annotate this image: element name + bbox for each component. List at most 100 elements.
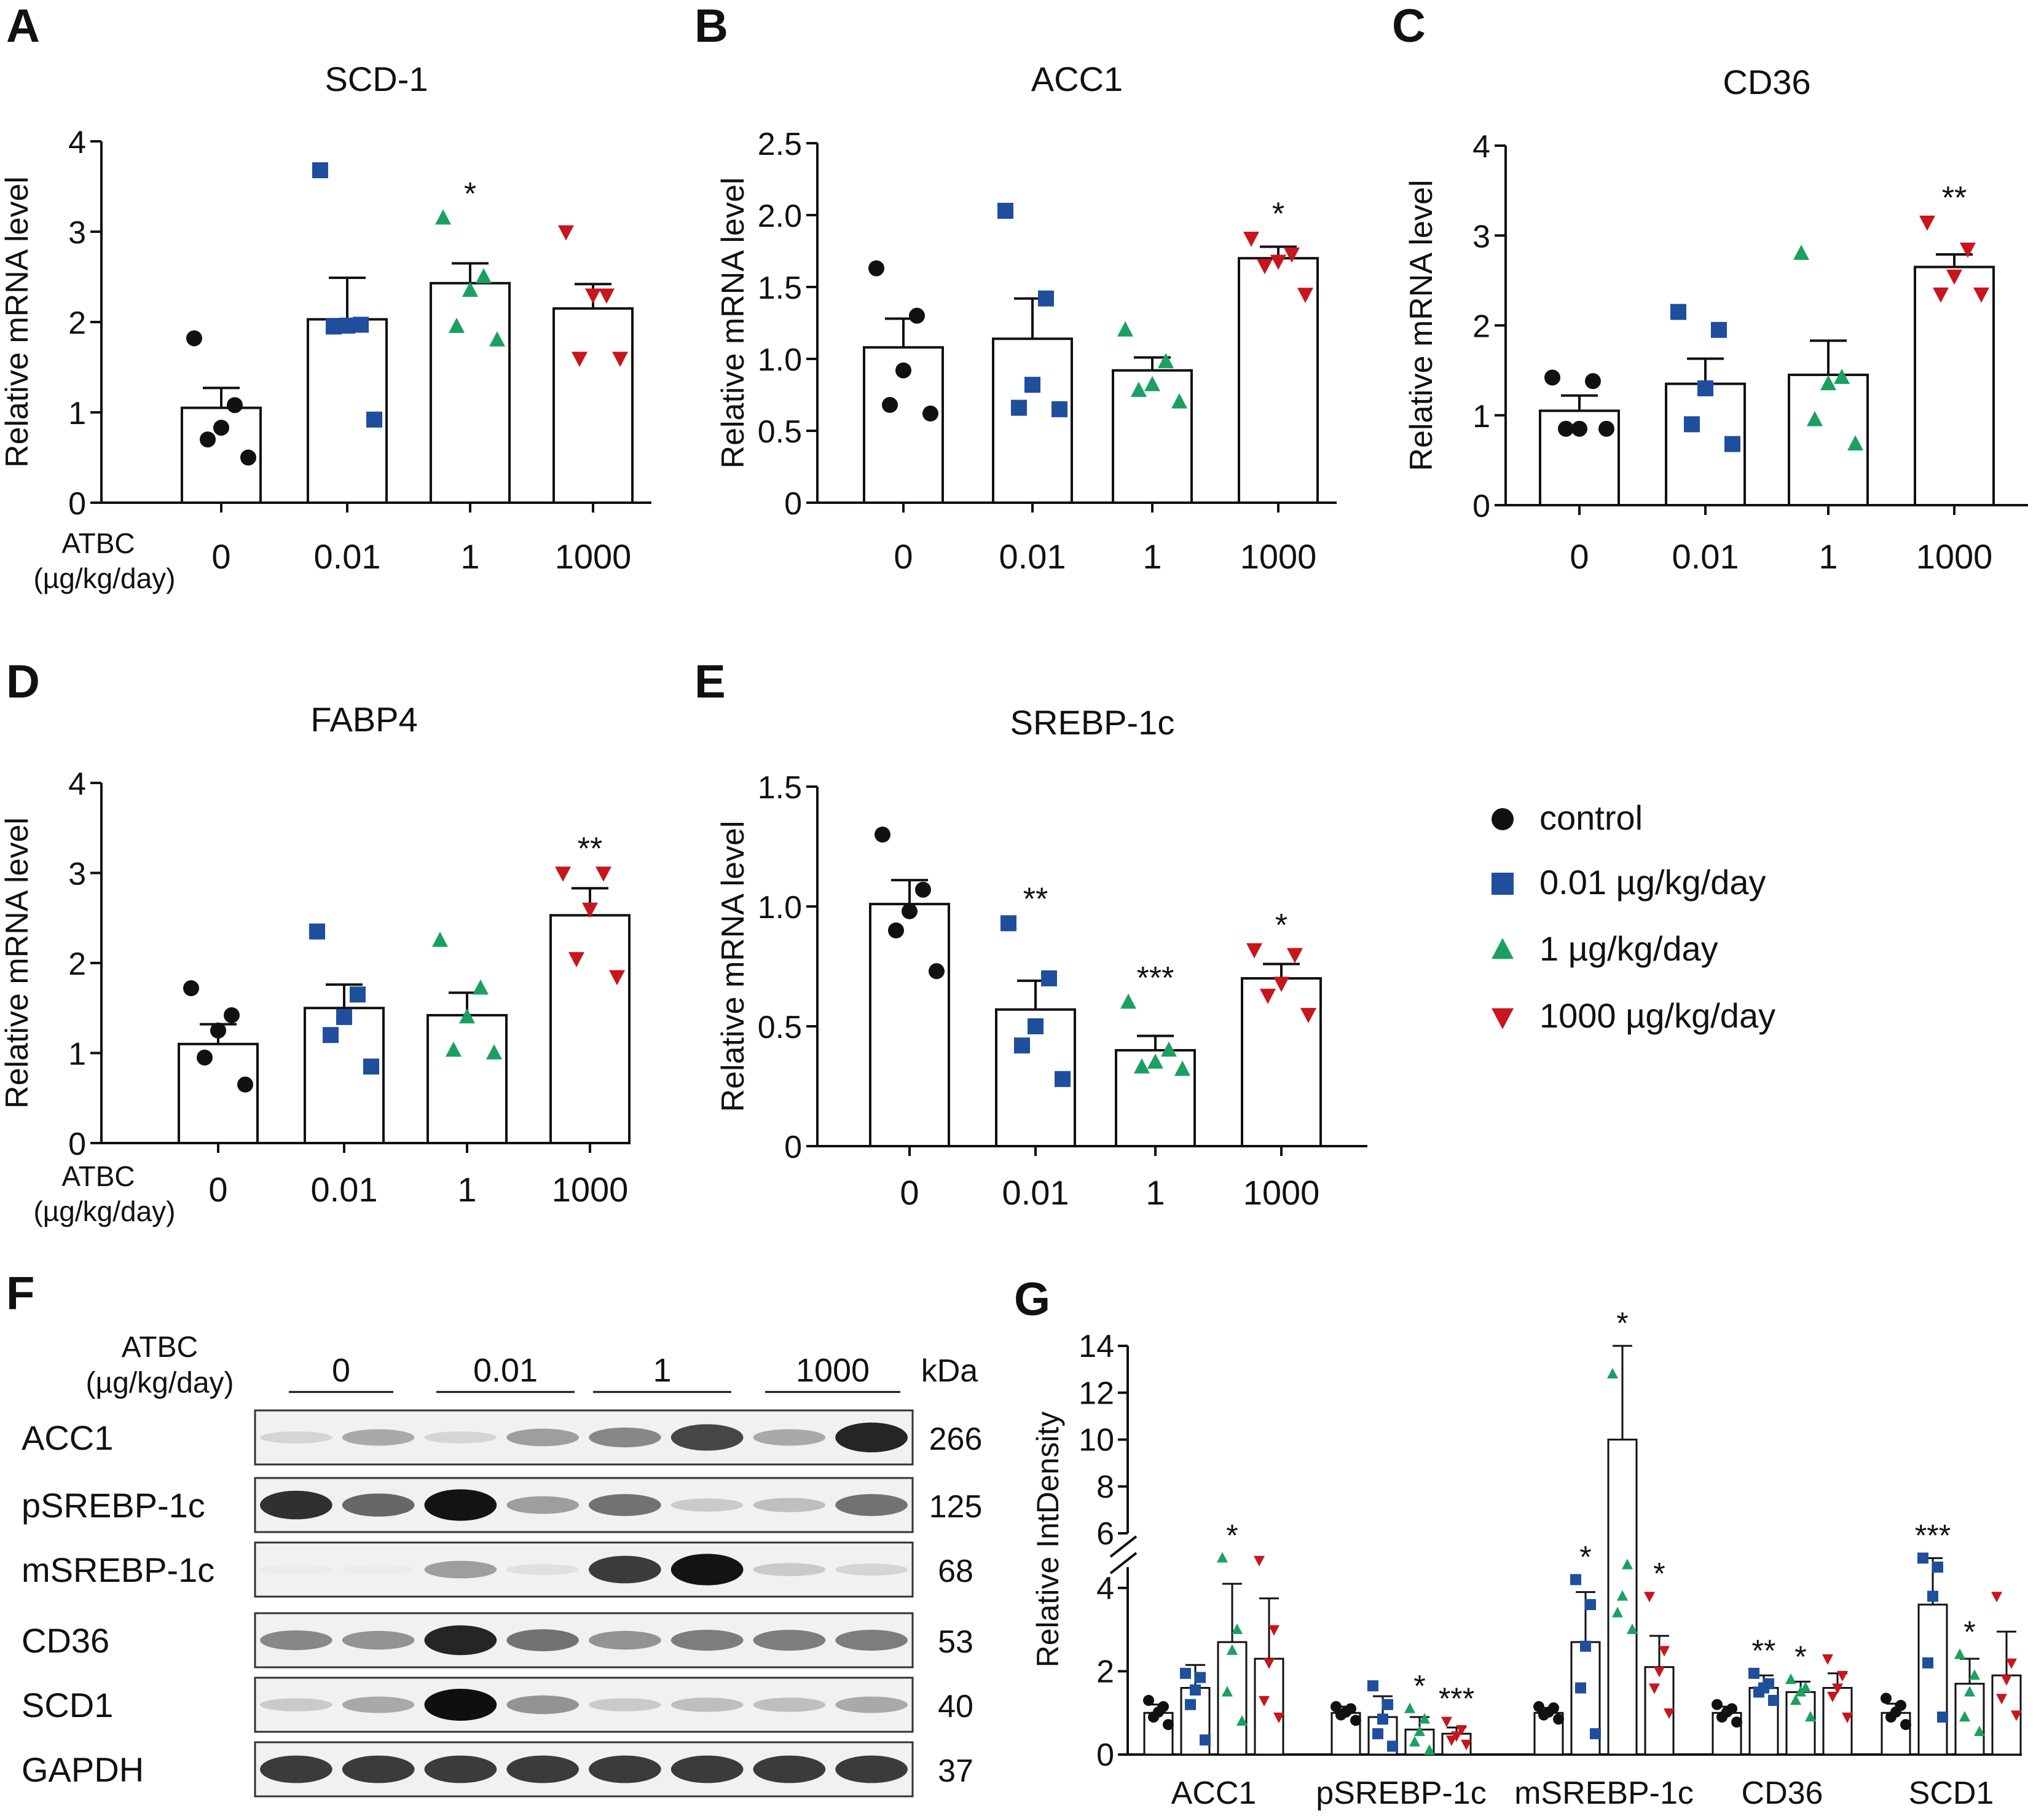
data-point: [1800, 1681, 1811, 1692]
blot-band: [342, 1630, 415, 1650]
kda-header: kDa: [921, 1353, 978, 1389]
data-point: [1158, 353, 1174, 369]
y-tick-label: 6: [1096, 1516, 1114, 1552]
data-point: [1922, 1657, 1933, 1669]
data-point: [339, 317, 355, 334]
data-point: [1937, 1712, 1948, 1723]
significance-label: *: [1226, 1518, 1238, 1552]
data-point: [1954, 1648, 1965, 1659]
data-point: [353, 316, 369, 333]
data-point: [1805, 1711, 1816, 1722]
data-point: [1419, 1713, 1430, 1724]
y-axis-label: Relative IntDensity: [1031, 1412, 1065, 1668]
legend-label: control: [1539, 798, 1643, 837]
significance-label: *: [1794, 1640, 1806, 1674]
data-point: [1580, 1640, 1591, 1652]
data-point: [1284, 247, 1300, 263]
panel-c: C CD36 0 1 2 3 4 Relative mRNA level 0 0.01 1 ** 100…: [1392, 0, 2028, 576]
significance-label: *: [1272, 196, 1284, 232]
data-point: [1350, 1715, 1361, 1726]
data-point: [1553, 1713, 1564, 1725]
significance-label: *: [1413, 1669, 1425, 1703]
data-point: [555, 867, 571, 882]
bar: [1917, 1603, 1948, 1756]
data-point: [1575, 1682, 1586, 1694]
data-point: [1807, 411, 1823, 426]
data-point: [1217, 1552, 1228, 1563]
blot-kda-label: 68: [938, 1554, 973, 1589]
y-tick-label: 8: [1096, 1469, 1114, 1505]
data-point: [1297, 288, 1313, 303]
data-point: [1837, 1671, 1848, 1682]
blot-kda-label: 53: [938, 1624, 973, 1660]
data-point: [1051, 401, 1067, 417]
data-point: [558, 225, 574, 241]
data-point: [1024, 377, 1040, 393]
blot-protein-label: pSREBP-1c: [22, 1486, 205, 1525]
blot-band: [506, 1629, 579, 1651]
data-point: [1171, 393, 1187, 409]
data-point: [1684, 416, 1700, 433]
data-point: [213, 419, 229, 436]
significance-label: *: [1616, 1306, 1628, 1340]
data-point: [1134, 1058, 1150, 1074]
data-point: [366, 411, 382, 428]
y-tick-label: 10: [1079, 1423, 1114, 1458]
data-point: [1131, 382, 1147, 397]
bar: [1112, 369, 1193, 504]
blot-band: [260, 1755, 332, 1783]
data-point: [1820, 375, 1836, 390]
panel-letter: A: [6, 0, 40, 52]
treatment-label: ATBC: [122, 1331, 198, 1364]
x-tick-label: 1000: [1240, 537, 1317, 576]
y-tick-label: 0: [1472, 489, 1490, 524]
data-point: [1270, 254, 1286, 270]
axis-break-mark: [1109, 1535, 1138, 1558]
bar: [430, 281, 511, 504]
y-axis-label: Relative mRNA level: [0, 176, 35, 468]
data-point: [1185, 1699, 1196, 1710]
data-point: [200, 431, 216, 448]
blot-protein-label: ACC1: [22, 1418, 113, 1457]
data-point: [1174, 1060, 1190, 1076]
blot-band: [753, 1630, 826, 1651]
data-point: [197, 1049, 213, 1066]
data-point: [1548, 1702, 1559, 1714]
data-point: [363, 1058, 379, 1075]
data-point: [1414, 1725, 1425, 1736]
significance-label: **: [1023, 881, 1048, 917]
data-point: [1144, 375, 1160, 391]
blot-band: [589, 1755, 661, 1783]
blot-band: [342, 1493, 415, 1517]
data-point: [1273, 1712, 1284, 1723]
y-tick-label: 2: [1096, 1654, 1114, 1689]
data-point: [1790, 1694, 1801, 1705]
data-point: [599, 288, 615, 304]
blot-band: [506, 1428, 579, 1447]
axis-break-mark: [1109, 1552, 1138, 1574]
data-point: [1143, 1694, 1154, 1706]
blot-band: [342, 1696, 415, 1713]
data-point: [240, 449, 256, 466]
data-point: [1919, 215, 1935, 231]
data-point: [1404, 1702, 1415, 1713]
data-point: [1649, 1683, 1660, 1694]
data-point: [1842, 1712, 1853, 1723]
legend-label: 1 µg/kg/day: [1539, 929, 1718, 968]
treatment-unit: (µg/kg/day): [33, 562, 175, 594]
data-point: [462, 281, 478, 297]
panel-letter: F: [6, 1267, 34, 1319]
bar: [426, 1013, 508, 1144]
data-point: [432, 932, 448, 947]
panel-g: G 0 2 4 6 8 10 12 14 Relative IntDensity ACC1 * pSRE…: [1014, 1273, 2022, 1811]
x-tick-label: 1: [457, 1170, 476, 1209]
x-tick-label: 1000: [1243, 1173, 1320, 1212]
x-tick-label: 0: [1570, 537, 1589, 576]
data-point: [1424, 1744, 1435, 1755]
x-tick-label: 1000: [552, 1170, 629, 1209]
blot-kda-label: 125: [929, 1489, 983, 1525]
blot-protein-label: GAPDH: [22, 1750, 144, 1789]
y-tick-label: 1: [1472, 399, 1490, 434]
panel-a: A SCD-1 0 1 2 3 4 Relative mRNA level 0 0.01 * 1 100…: [0, 0, 651, 594]
